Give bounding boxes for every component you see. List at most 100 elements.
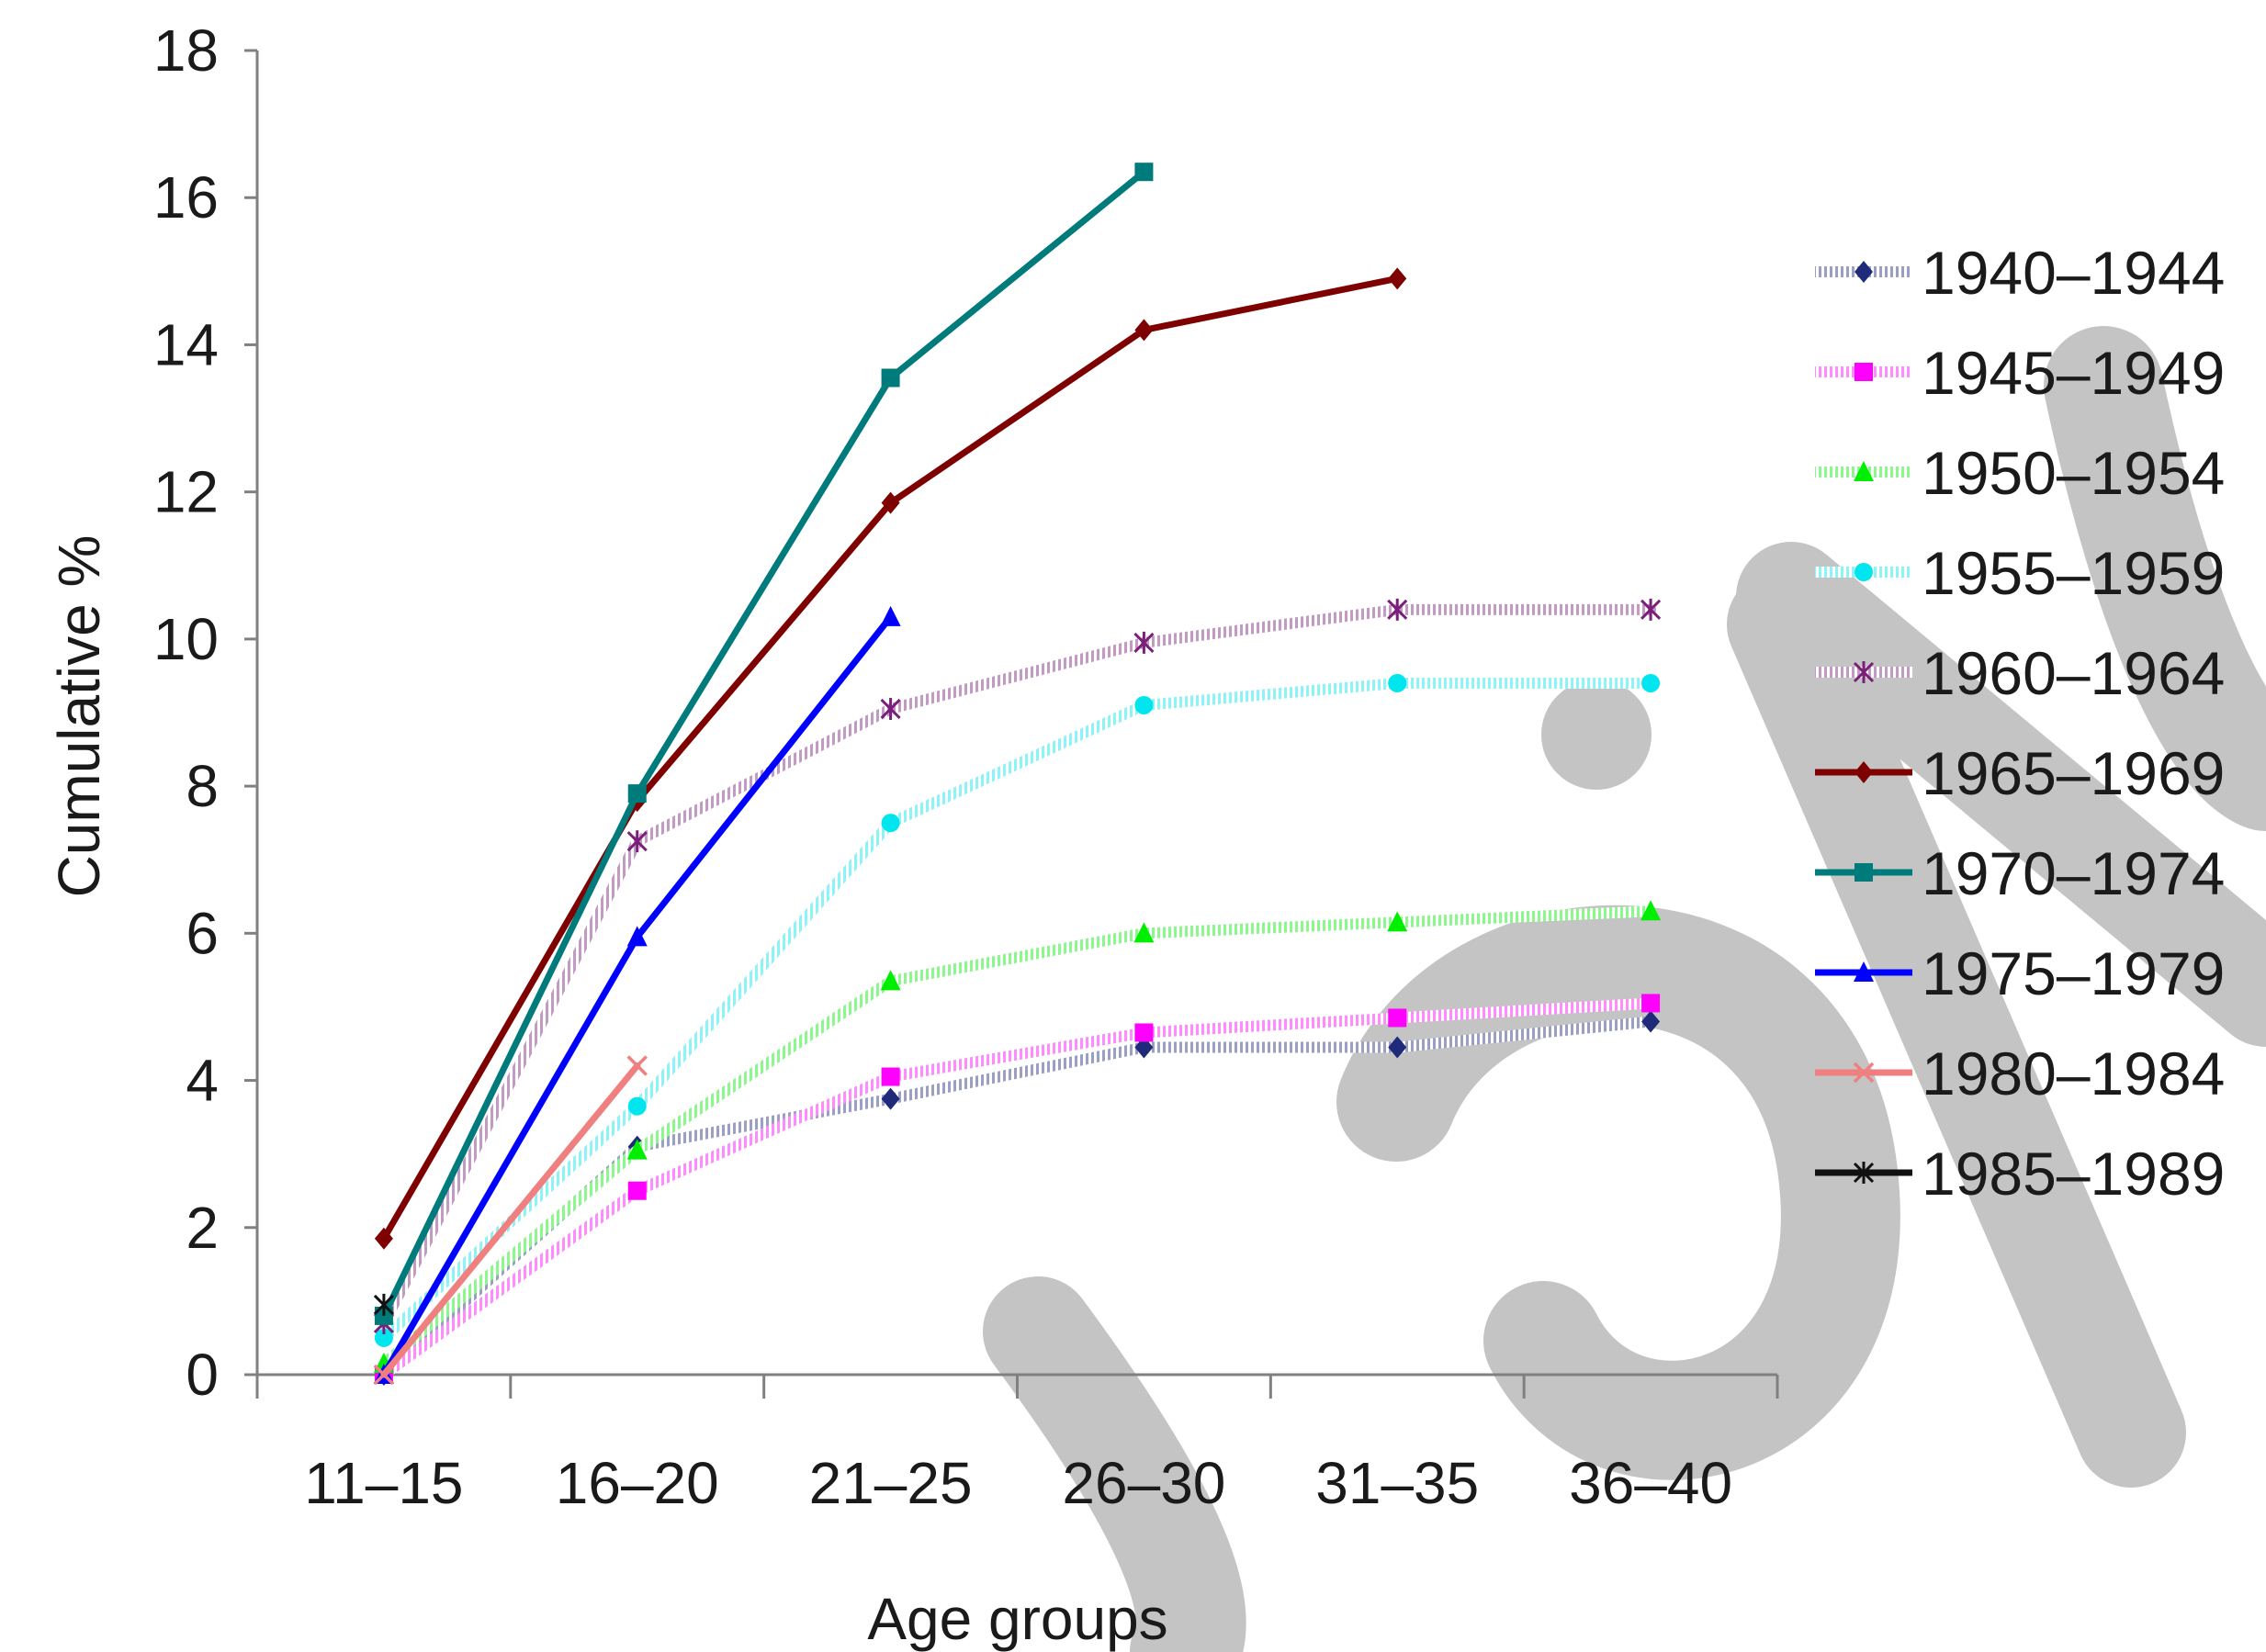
legend-marker — [1853, 1162, 1875, 1184]
legend-item: 1955–1959 — [1815, 539, 2225, 607]
legend-label: 1955–1959 — [1922, 539, 2225, 607]
data-point — [626, 926, 648, 947]
data-point — [1134, 163, 1154, 182]
legend-marker — [1853, 661, 1875, 683]
x-tick-label: 26–30 — [1062, 1450, 1225, 1516]
series-1980–1984 — [373, 1055, 648, 1386]
legend-item: 1970–1974 — [1815, 839, 2225, 907]
x-axis-title: Age groups — [867, 1586, 1167, 1652]
legend-label: 1985–1989 — [1922, 1140, 2225, 1208]
data-point — [1388, 1036, 1407, 1059]
series-1945–1949 — [374, 994, 1661, 1384]
data-point — [880, 697, 901, 720]
legend-label: 1970–1974 — [1922, 839, 2225, 907]
data-point — [1388, 267, 1407, 290]
series-layer — [373, 163, 1662, 1386]
data-point — [881, 1067, 900, 1086]
data-point — [1640, 598, 1662, 621]
series-line — [378, 677, 1657, 1343]
legend-item: 1940–1944 — [1815, 239, 2225, 307]
legend-item: 1950–1954 — [1815, 439, 2225, 507]
data-point — [374, 1328, 393, 1347]
y-tick-label: 4 — [186, 1048, 219, 1114]
series-1985–1989 — [373, 1293, 394, 1316]
x-tick-label: 16–20 — [556, 1450, 719, 1516]
y-tick-label: 8 — [186, 753, 219, 819]
series-line — [380, 168, 1147, 1320]
legend-marker — [1855, 363, 1873, 381]
legend-label: 1975–1979 — [1922, 939, 2225, 1007]
series-1965–1969 — [374, 267, 1407, 1250]
y-tick-label: 18 — [153, 17, 219, 84]
data-point — [881, 814, 900, 833]
legend-item: 1975–1979 — [1815, 939, 2225, 1007]
data-point — [374, 1227, 393, 1250]
legend: 1940–1944 1945–1949 1950–1954 1955–1959 1960… — [1815, 239, 2225, 1208]
legend-item: 1965–1969 — [1815, 739, 2225, 807]
data-point — [627, 784, 647, 804]
legend-item: 1945–1949 — [1815, 339, 2225, 407]
data-point — [1641, 994, 1661, 1013]
data-point — [880, 970, 901, 991]
legend-label: 1940–1944 — [1922, 239, 2225, 307]
y-tick-label: 10 — [153, 606, 219, 672]
data-point — [881, 491, 900, 514]
data-point — [1640, 900, 1662, 921]
legend-label: 1960–1964 — [1922, 639, 2225, 707]
series-line — [378, 905, 1657, 1369]
legend-marker — [1855, 563, 1873, 581]
y-axis-title: Cumulative % — [46, 535, 112, 898]
legend-label: 1950–1954 — [1922, 439, 2225, 507]
data-point — [880, 605, 901, 626]
series-line — [378, 603, 1657, 1329]
series-line — [380, 1062, 641, 1378]
axes: 0 2 4 6 8 10 12 14 16 18 11–15 16–20 21–25 26–30 31–3… — [153, 17, 1779, 1516]
legend-marker — [1854, 961, 1874, 982]
data-point — [881, 1087, 900, 1110]
y-tick-label: 14 — [153, 311, 219, 377]
data-point — [1641, 1010, 1661, 1033]
legend-marker — [1853, 1062, 1875, 1084]
x-tick-label: 36–40 — [1569, 1450, 1732, 1516]
x-axis-ticks: 11–15 16–20 21–25 26–30 31–35 36–40 — [255, 1375, 1779, 1516]
x-tick-label: 21–25 — [809, 1450, 973, 1516]
legend-label: 1945–1949 — [1922, 339, 2225, 407]
legend-marker — [1854, 461, 1874, 481]
data-point — [1134, 1023, 1154, 1042]
data-point — [1133, 922, 1155, 943]
data-point — [1134, 319, 1154, 342]
legend-label: 1980–1984 — [1922, 1040, 2225, 1107]
series-1970–1974 — [374, 163, 1154, 1325]
data-point — [373, 1293, 394, 1316]
y-tick-label: 0 — [186, 1342, 219, 1408]
data-point — [1134, 695, 1154, 714]
y-tick-label: 12 — [153, 459, 219, 525]
series-1955–1959 — [374, 673, 1661, 1347]
legend-item: 1960–1964 — [1815, 639, 2225, 707]
data-point — [1388, 673, 1407, 692]
y-tick-label: 2 — [186, 1195, 219, 1261]
watermark — [983, 326, 2266, 1652]
data-point — [373, 1364, 395, 1386]
legend-marker — [1855, 261, 1873, 283]
legend-item: 1980–1984 — [1815, 1040, 2225, 1107]
data-point — [1387, 911, 1408, 932]
series-line — [378, 997, 1657, 1380]
data-point — [1133, 631, 1155, 654]
data-point — [1641, 673, 1661, 692]
data-point — [627, 1181, 647, 1200]
data-point — [626, 830, 648, 853]
y-tick-label: 6 — [186, 900, 219, 966]
legend-label: 1965–1969 — [1922, 739, 2225, 807]
y-axis-ticks: 0 2 4 6 8 10 12 14 16 18 — [153, 17, 257, 1408]
data-point — [1134, 1036, 1154, 1059]
data-point — [626, 1055, 648, 1076]
series-1975–1979 — [373, 605, 901, 1384]
legend-marker — [1855, 761, 1873, 783]
series-1960–1964 — [373, 598, 1662, 1334]
data-point — [626, 1139, 648, 1160]
x-tick-label: 11–15 — [304, 1450, 463, 1516]
data-point — [627, 1096, 647, 1116]
legend-marker — [1855, 863, 1873, 882]
